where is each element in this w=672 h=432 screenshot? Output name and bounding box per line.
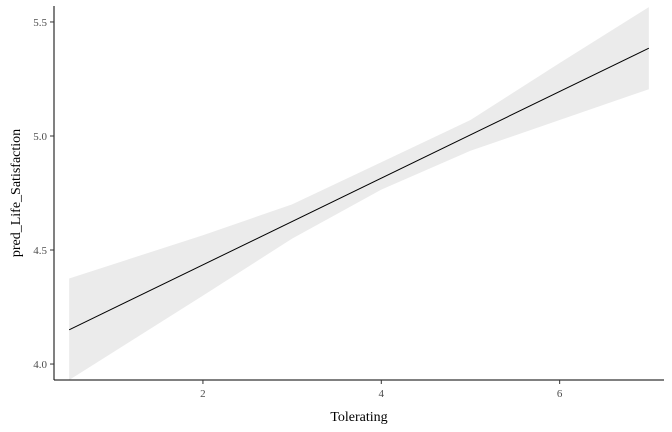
x-tick-label: 2 bbox=[200, 388, 206, 400]
plot-area bbox=[68, 7, 650, 380]
y-axis-title: pred_Life_Satisfaction bbox=[9, 129, 24, 257]
ticks: 2 4 6 4.0 4.5 5.0 5.5 bbox=[33, 17, 563, 400]
series-line-0 bbox=[68, 47, 650, 331]
y-tick-label: 5.0 bbox=[33, 131, 47, 143]
x-tick-label: 4 bbox=[379, 388, 385, 400]
axes bbox=[53, 6, 664, 381]
y-tick-label: 4.5 bbox=[33, 245, 47, 257]
x-tick-label: 6 bbox=[557, 388, 563, 400]
confidence-band bbox=[69, 7, 649, 380]
y-tick-label: 4.0 bbox=[33, 359, 47, 371]
y-tick-label: 5.5 bbox=[33, 17, 47, 29]
x-axis-title: Tolerating bbox=[330, 410, 387, 425]
